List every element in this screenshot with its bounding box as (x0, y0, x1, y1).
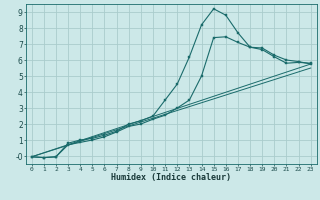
X-axis label: Humidex (Indice chaleur): Humidex (Indice chaleur) (111, 173, 231, 182)
